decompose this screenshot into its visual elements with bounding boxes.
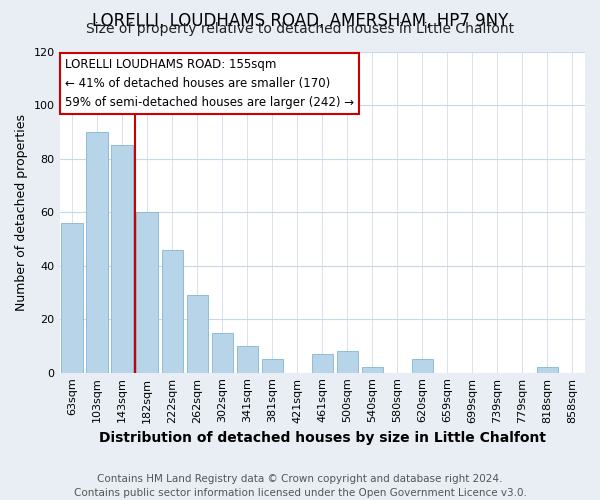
Text: LORELLI LOUDHAMS ROAD: 155sqm
← 41% of detached houses are smaller (170)
59% of : LORELLI LOUDHAMS ROAD: 155sqm ← 41% of d… [65,58,354,109]
Bar [112,145,133,372]
Bar [236,346,258,372]
Bar [262,360,283,372]
Text: LORELLI, LOUDHAMS ROAD, AMERSHAM, HP7 9NY: LORELLI, LOUDHAMS ROAD, AMERSHAM, HP7 9N… [92,12,508,30]
Y-axis label: Number of detached properties: Number of detached properties [15,114,28,310]
Bar [337,352,358,372]
Bar [86,132,108,372]
Bar [362,368,383,372]
Bar [161,250,183,372]
Text: Contains HM Land Registry data © Crown copyright and database right 2024.
Contai: Contains HM Land Registry data © Crown c… [74,474,526,498]
Bar [412,360,433,372]
Bar [187,295,208,372]
Bar [61,223,83,372]
Bar [212,332,233,372]
Bar [136,212,158,372]
Bar [537,368,558,372]
X-axis label: Distribution of detached houses by size in Little Chalfont: Distribution of detached houses by size … [99,431,546,445]
Text: Size of property relative to detached houses in Little Chalfont: Size of property relative to detached ho… [86,22,514,36]
Bar [311,354,333,372]
